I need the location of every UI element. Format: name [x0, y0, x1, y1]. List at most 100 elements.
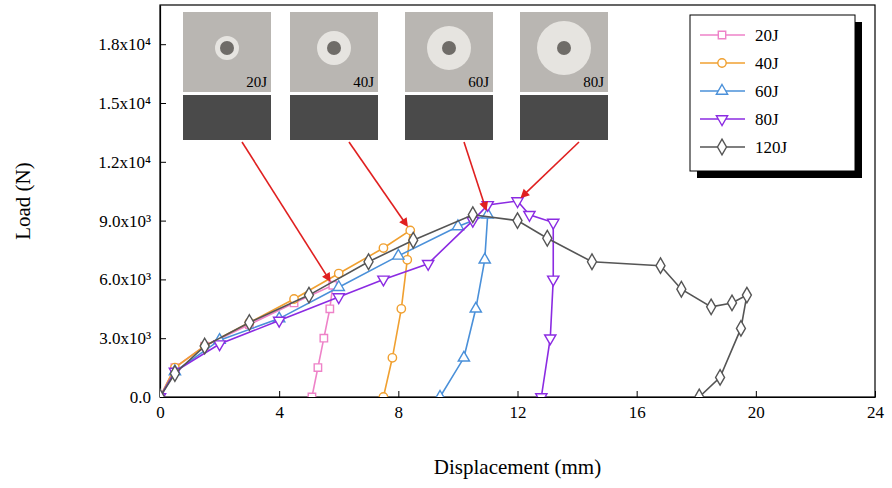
y-tick-mark [160, 103, 166, 104]
marker [397, 305, 405, 313]
x-tick-label: 0 [156, 403, 165, 422]
marker [422, 260, 433, 270]
y-tick-label: 0.0 [130, 388, 151, 407]
legend-marker [718, 139, 727, 155]
x-axis: 04812162024 [156, 391, 884, 422]
marker [479, 253, 490, 263]
series-line [160, 285, 333, 397]
marker [695, 389, 704, 397]
marker [326, 305, 333, 312]
dent [215, 36, 239, 60]
photo-label: 20J [246, 74, 267, 90]
dent-core [442, 41, 456, 55]
marker [379, 244, 387, 252]
arrow [526, 142, 579, 193]
marker [716, 370, 725, 386]
y-tick-mark [160, 44, 166, 45]
dent [427, 26, 471, 70]
y-axis-title: Load (N) [11, 162, 35, 240]
legend-label: 40J [755, 54, 779, 73]
marker [543, 230, 552, 246]
y-tick: 9.0x10³ [99, 212, 166, 231]
y-tick: 1.5x10⁴ [98, 94, 166, 113]
marker [304, 287, 313, 303]
marker [393, 249, 404, 259]
plot-frame [160, 5, 875, 397]
y-tick: 1.2x10⁴ [98, 153, 166, 172]
x-tick-label: 8 [395, 403, 404, 422]
y-tick-mark [160, 338, 166, 339]
marker [587, 254, 596, 270]
marker [333, 281, 344, 291]
marker [274, 317, 285, 327]
y-tick-label: 6.0x10³ [99, 270, 151, 289]
y-tick-label: 3.0x10³ [99, 329, 151, 348]
dent [317, 31, 351, 65]
dent-core [220, 41, 234, 55]
y-tick: 1.8x10⁴ [98, 35, 166, 54]
x-tick-label: 20 [748, 403, 765, 422]
photo-top [405, 12, 493, 92]
marker [742, 287, 751, 303]
marker [707, 299, 716, 315]
photo-label: 80J [583, 74, 604, 90]
y-tick-label: 1.5x10⁴ [98, 94, 151, 113]
arrow [464, 142, 484, 203]
marker [545, 335, 556, 345]
y-tick-mark [160, 279, 166, 280]
legend: 20J40J60J80J120J [690, 15, 862, 178]
x-tick-mark [756, 391, 757, 397]
series-line [160, 215, 488, 397]
legend-marker [716, 116, 727, 126]
x-tick-mark [637, 391, 638, 397]
x-tick-mark [279, 391, 280, 397]
x-tick: 8 [395, 391, 404, 422]
marker [364, 254, 373, 270]
legend-marker [718, 31, 725, 38]
chart: 048121620240.03.0x10³6.0x10³9.0x10³1.2x1… [0, 0, 892, 488]
x-tick-label: 24 [867, 403, 885, 422]
photo-label: 60J [468, 74, 489, 90]
marker [308, 393, 315, 397]
marker [245, 315, 254, 331]
x-tick-mark [518, 391, 519, 397]
marker [320, 334, 327, 341]
y-tick-label: 1.8x10⁴ [98, 35, 151, 54]
marker [314, 364, 321, 371]
arrow-head [520, 189, 530, 198]
y-axis: 0.0 3.0x10³ 6.0x10³ 9.0x10³ 1.2x10⁴ 1.5x10⁴ 1.… [98, 6, 166, 407]
marker [200, 338, 209, 354]
marker [379, 393, 387, 397]
y-tick-mark [160, 162, 166, 163]
marker [409, 232, 418, 248]
marker [458, 351, 469, 361]
x-tick: 12 [510, 391, 527, 422]
marker [736, 321, 745, 337]
marker [512, 198, 523, 208]
series-line [160, 201, 553, 397]
x-tick-label: 12 [510, 403, 527, 422]
y-tick-mark [160, 221, 166, 222]
legend-label: 20J [755, 26, 779, 45]
arrow-head [399, 217, 408, 227]
marker [548, 276, 559, 286]
legend-label: 120J [755, 138, 788, 157]
marker [513, 213, 522, 229]
series [160, 207, 751, 397]
series [160, 226, 414, 397]
series-line [160, 230, 410, 397]
legend-marker [716, 84, 727, 94]
y-tick: 6.0x10³ [99, 270, 166, 289]
photo-section [520, 95, 608, 140]
photo-section [183, 95, 271, 140]
x-tick-mark [875, 391, 876, 397]
photo-label: 40J [353, 74, 374, 90]
x-axis-title: Displacement (mm) [434, 455, 601, 479]
dent-core [557, 41, 571, 55]
arrow-head [322, 272, 331, 282]
dent [537, 21, 591, 75]
marker [677, 281, 686, 297]
arrow-head [479, 201, 488, 211]
marker [214, 341, 225, 351]
y-tick-label: 1.2x10⁴ [98, 153, 151, 172]
